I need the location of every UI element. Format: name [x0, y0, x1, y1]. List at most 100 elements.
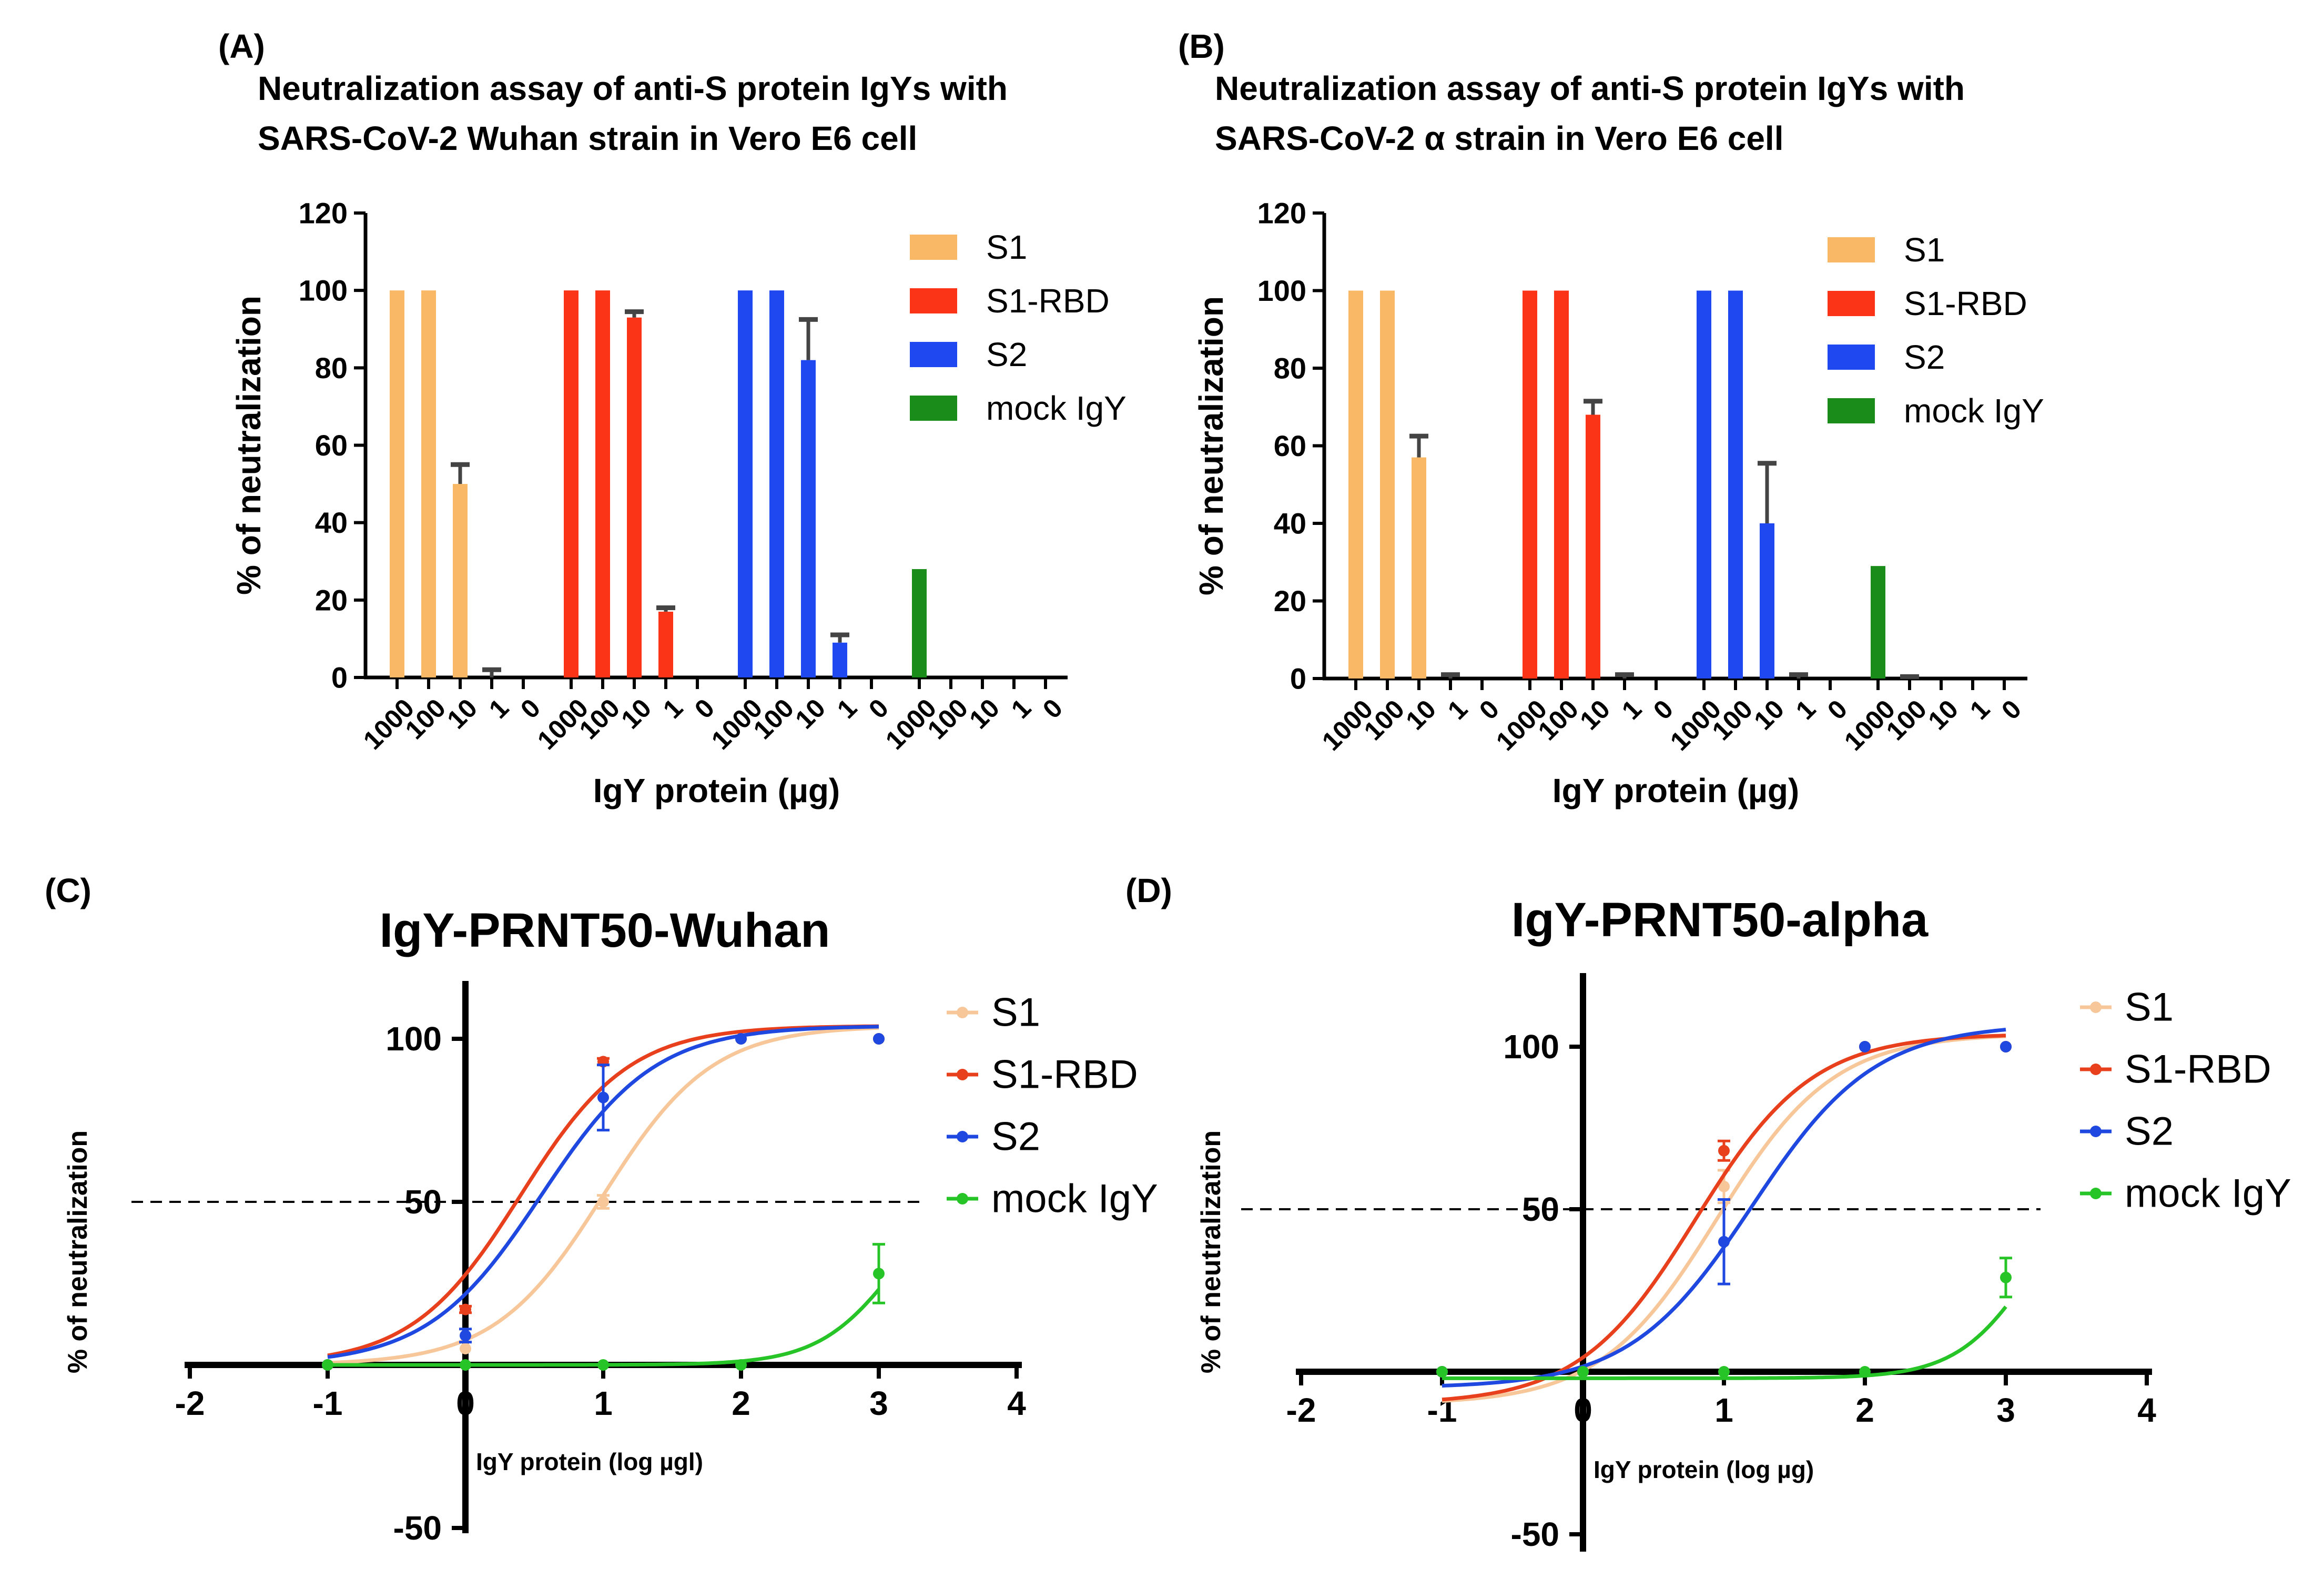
y-tick-label: 100 [1257, 274, 1306, 307]
bar-s1 [1412, 457, 1426, 679]
bar-s1 [1380, 290, 1395, 679]
data-point-mock-igy [1859, 1366, 1871, 1378]
data-point-mock-igy [460, 1359, 471, 1371]
legend-swatch-s1-rbd [1828, 291, 1875, 316]
data-point-s2 [1718, 1236, 1730, 1248]
data-point-s2 [2000, 1041, 2012, 1052]
legend-label: S1-RBD [991, 1052, 1138, 1097]
x-tick-label: 10 [963, 693, 1005, 735]
x-tick-label: 100 [1358, 694, 1410, 746]
x-axis-label: IgY protein (µg) [1552, 772, 1799, 809]
x-tick-label: 10 [1574, 694, 1616, 736]
bar-s1-rbd [627, 317, 642, 677]
legend-label: S1-RBD [1904, 285, 2027, 322]
y-tick-label: 100 [385, 1020, 442, 1058]
x-tick-label: 0 [1822, 694, 1853, 725]
x-axis-label: IgY protein (log µgl) [476, 1448, 703, 1475]
x-tick-label: 1 [1442, 694, 1473, 725]
y-tick-label: -50 [393, 1509, 442, 1547]
x-tick-label: 0 [456, 1384, 475, 1422]
y-tick-label: 100 [299, 274, 348, 307]
y-tick-label: -50 [1511, 1515, 1560, 1553]
x-tick-label: 0 [1648, 694, 1679, 725]
bar-s2 [801, 360, 816, 677]
x-tick-label: 2 [1855, 1391, 1874, 1429]
y-tick-label: 0 [331, 661, 348, 694]
panel-a: (A) Neutralization assay of anti-S protei… [218, 27, 1127, 809]
data-point-mock-igy [873, 1268, 885, 1280]
x-tick-label: 0 [515, 693, 546, 724]
data-point-mock-igy [735, 1359, 747, 1371]
data-point-mock-igy [1718, 1366, 1730, 1378]
bar-s1 [453, 484, 468, 677]
y-axis-label: % of neutralization [63, 1130, 93, 1373]
panel-b: (B) Neutralization assay of anti-S protei… [1178, 27, 2044, 809]
bar-s1-rbd [658, 611, 673, 677]
data-point-s2 [735, 1033, 747, 1045]
panel-label: (A) [218, 27, 265, 65]
bar-s1-rbd [1554, 290, 1569, 679]
bar-s1-rbd [564, 290, 579, 677]
data-point-s1 [460, 1343, 471, 1354]
legend-label: S1 [1904, 231, 1945, 269]
data-point-s2 [1859, 1041, 1871, 1052]
x-tick-label: -2 [175, 1384, 205, 1422]
x-tick-label: 1 [831, 693, 862, 724]
x-tick-label: 10 [1400, 694, 1442, 736]
x-tick-label: -1 [313, 1384, 343, 1422]
data-point-mock-igy [322, 1359, 333, 1371]
x-tick-label: -2 [1286, 1391, 1316, 1429]
bar-s1 [1348, 290, 1363, 679]
legend-label: S1 [986, 228, 1027, 266]
legend-swatch-s2 [910, 342, 957, 367]
bar-mock-igy [912, 569, 927, 677]
legend-label: mock IgY [2125, 1171, 2291, 1216]
chart-title-line1: Neutralization assay of anti-S protein I… [1215, 69, 1965, 107]
x-tick-label: 1 [1790, 694, 1821, 725]
data-point-s1-rbd [460, 1303, 471, 1315]
y-axis-label: % of neutralization [230, 296, 268, 595]
data-point-mock-igy [1577, 1366, 1589, 1378]
legend-swatch-s1 [1828, 237, 1875, 262]
x-tick-label: 10 [789, 693, 831, 735]
x-tick-label: 1 [1006, 693, 1037, 724]
y-tick-label: 50 [1522, 1190, 1559, 1228]
y-tick-label: 60 [315, 429, 348, 462]
data-point-mock-igy [597, 1359, 609, 1371]
y-tick-label: 120 [1257, 197, 1306, 230]
legend-swatch-mock-igy [910, 396, 957, 421]
bar-s2 [1697, 290, 1711, 679]
x-tick-label: 10 [1922, 694, 1964, 736]
legend-marker [957, 1193, 968, 1204]
x-tick-label: 0 [1996, 694, 2027, 725]
data-point-s2 [460, 1330, 471, 1342]
bar-s1-rbd [1586, 414, 1600, 679]
legend-swatch-s1-rbd [910, 288, 957, 313]
x-tick-label: 1 [594, 1384, 613, 1422]
chart-title-line2: SARS-CoV-2 α strain in Vero E6 cell [1215, 119, 1783, 157]
legend-marker [2090, 1064, 2102, 1075]
legend-swatch-mock-igy [1828, 398, 1875, 423]
x-tick-label: 3 [1996, 1391, 2015, 1429]
panel-label: (C) [45, 872, 92, 909]
y-tick-label: 120 [299, 197, 348, 230]
curve-s1-rbd [1442, 1034, 2006, 1402]
x-tick-label: 1 [1714, 1391, 1733, 1429]
x-tick-label: 0 [689, 693, 720, 724]
y-tick-label: 60 [1274, 429, 1306, 462]
y-tick-label: 40 [315, 506, 348, 539]
bar-s2 [1760, 523, 1774, 679]
y-tick-label: 20 [1274, 584, 1306, 618]
x-tick-label: 1 [1964, 694, 1995, 725]
x-tick-label: 3 [869, 1384, 888, 1422]
data-point-mock-igy [1436, 1366, 1448, 1378]
bar-s2 [833, 642, 847, 677]
y-axis-label: % of neutralization [1196, 1130, 1226, 1373]
bar-s2 [1728, 290, 1743, 679]
chart-title-line1: Neutralization assay of anti-S protein I… [258, 69, 1008, 107]
x-axis-label: IgY protein (µg) [593, 772, 840, 809]
x-tick-label: 1 [657, 693, 688, 724]
panel-d: (D)IgY-PRNT50-alpha-2 -1 0 1 2 3 4-5050100IgY … [1125, 872, 2291, 1553]
x-tick-label: 1 [483, 693, 514, 724]
